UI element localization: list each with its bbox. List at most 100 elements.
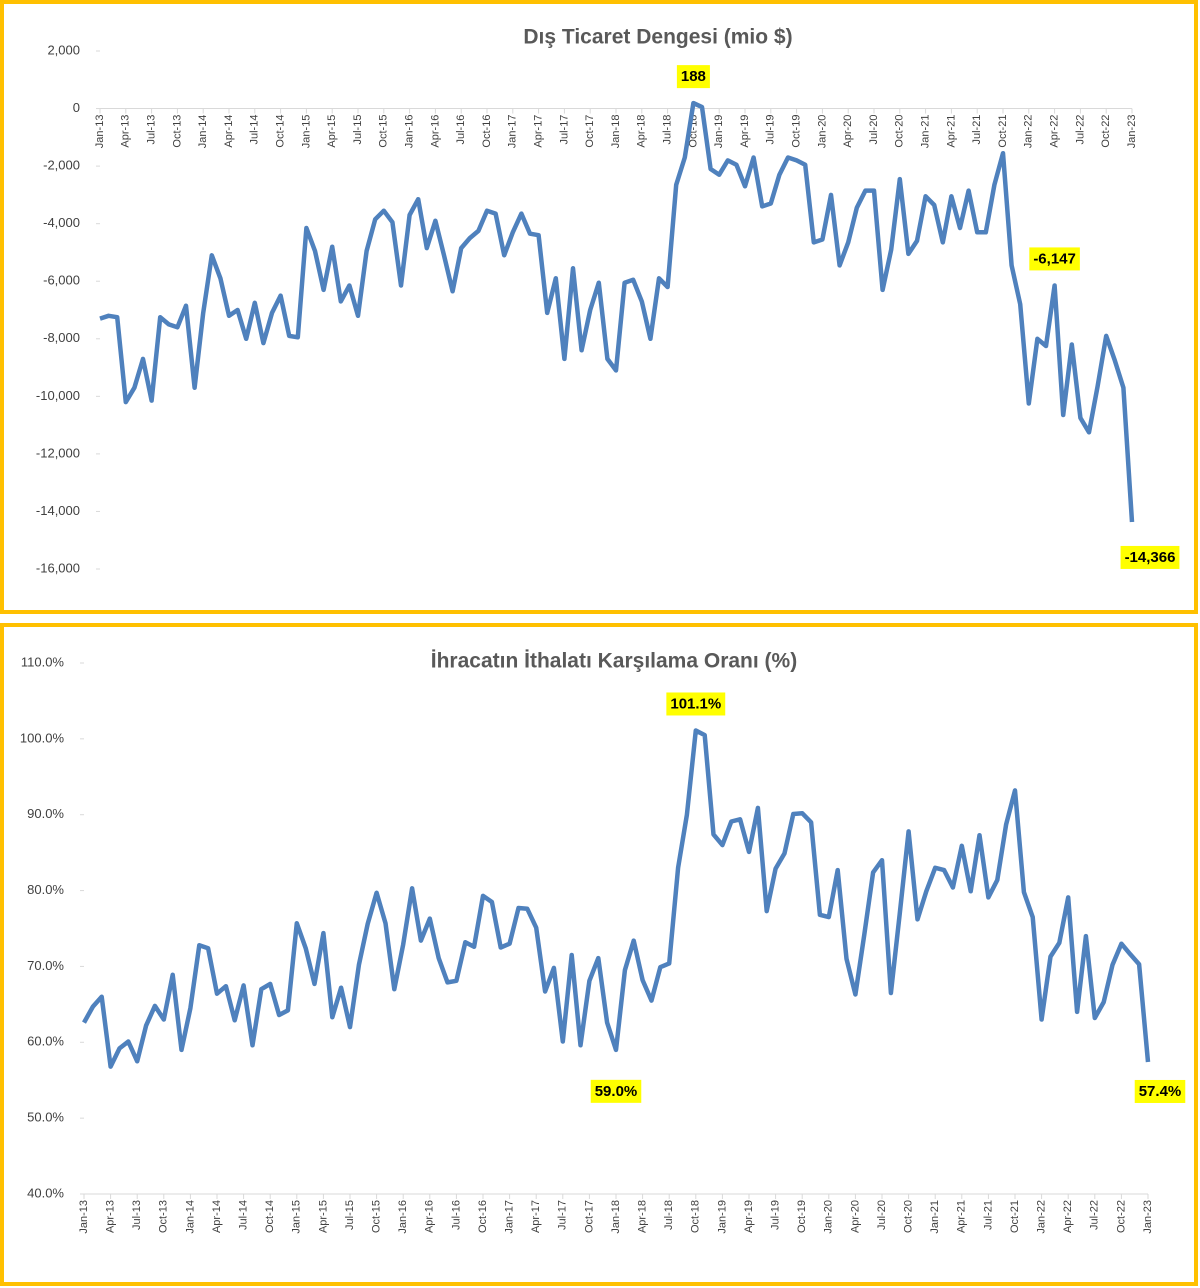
y-tick-label: 100.0%	[20, 730, 65, 745]
x-tick-label: Jan-22	[1023, 115, 1035, 149]
x-tick-label: Oct-16	[477, 1200, 489, 1233]
y-tick-label: 80.0%	[27, 882, 64, 897]
x-tick-label: Jul-14	[238, 1200, 250, 1230]
x-tick-label: Oct-14	[275, 115, 287, 148]
x-tick-label: Oct-21	[1009, 1200, 1021, 1233]
y-tick-label: -6,000	[43, 273, 80, 288]
y-tick-label: -14,000	[36, 503, 80, 518]
y-tick-label: 2,000	[47, 42, 80, 57]
y-tick-label: -4,000	[43, 215, 80, 230]
x-tick-label: Jan-15	[300, 115, 312, 149]
x-tick-label: Apr-13	[120, 115, 132, 148]
x-tick-label: Jul-16	[450, 1200, 462, 1230]
x-tick-label: Oct-13	[158, 1200, 170, 1233]
data-line	[82, 728, 1151, 1069]
x-tick-label: Jan-13	[78, 1200, 90, 1234]
x-tick-label: Jan-16	[404, 115, 416, 149]
value-label-box	[1120, 545, 1180, 569]
x-tick-label: Jan-18	[610, 1200, 622, 1234]
x-tick-label: Apr-17	[530, 1200, 542, 1233]
value-label: 57.4%	[1139, 1083, 1182, 1100]
x-tick-label: Jul-17	[557, 1200, 569, 1230]
value-label: -6,147	[1033, 250, 1076, 267]
x-tick-label: Jan-18	[610, 115, 622, 149]
x-tick-label: Jan-23	[1126, 115, 1138, 149]
x-tick-label: Apr-20	[849, 1200, 861, 1233]
x-tick-label: Apr-21	[945, 115, 957, 148]
value-label: 101.1%	[670, 695, 721, 712]
chart-title: İhracatın İthalatı Karşılama Oranı (%)	[431, 650, 797, 673]
x-tick-label: Jul-14	[249, 115, 261, 145]
x-tick-label: Jan-14	[197, 115, 209, 149]
x-tick-label: Apr-19	[739, 115, 751, 148]
x-tick-label: Jan-16	[397, 1200, 409, 1234]
y-tick-label: 50.0%	[27, 1110, 64, 1125]
value-label: 188	[681, 68, 706, 85]
y-tick-label: 0	[73, 100, 80, 115]
x-tick-label: Oct-20	[894, 115, 906, 148]
value-label-box	[1029, 247, 1080, 271]
x-tick-label: Oct-21	[997, 115, 1009, 148]
x-tick-label: Oct-18	[690, 1200, 702, 1233]
x-tick-label: Jan-19	[716, 1200, 728, 1234]
x-tick-label: Jul-22	[1089, 1200, 1101, 1230]
y-tick-label: 90.0%	[27, 806, 64, 821]
x-tick-label: Jan-15	[291, 1200, 303, 1234]
x-tick-label: Oct-20	[903, 1200, 915, 1233]
data-line	[99, 100, 1135, 523]
x-tick-label: Jul-13	[131, 1200, 143, 1230]
x-tick-label: Jan-21	[929, 1200, 941, 1234]
x-tick-label: Jul-19	[765, 115, 777, 145]
value-label-box	[676, 65, 710, 89]
x-tick-label: Apr-16	[429, 115, 441, 148]
x-tick-label: Oct-19	[791, 115, 803, 148]
y-tick-label: 40.0%	[27, 1185, 64, 1200]
x-tick-label: Apr-14	[223, 115, 235, 148]
x-tick-label: Jan-21	[920, 115, 932, 149]
x-tick-label: Jan-22	[1036, 1200, 1048, 1234]
y-tick-label: -10,000	[36, 388, 80, 403]
x-tick-label: Apr-21	[956, 1200, 968, 1233]
x-tick-label: Apr-18	[637, 1200, 649, 1233]
x-tick-label: Jan-19	[713, 115, 725, 149]
value-label-box	[590, 1079, 642, 1103]
x-tick-label: Apr-20	[842, 115, 854, 148]
x-tick-label: Jul-17	[558, 115, 570, 145]
x-tick-label: Oct-15	[378, 115, 390, 148]
y-tick-label: -8,000	[43, 330, 80, 345]
value-label-box	[1134, 1079, 1186, 1103]
x-tick-label: Jul-15	[352, 115, 364, 145]
x-tick-label: Apr-15	[317, 1200, 329, 1233]
x-tick-label: Jul-18	[663, 1200, 675, 1230]
panel-border	[0, 623, 1198, 1286]
y-tick-label: -2,000	[43, 158, 80, 173]
x-tick-label: Oct-16	[481, 115, 493, 148]
x-tick-label: Jul-15	[344, 1200, 356, 1230]
x-tick-label: Oct-13	[171, 115, 183, 148]
value-label-box	[666, 692, 726, 716]
x-tick-label: Jul-13	[146, 115, 158, 145]
x-tick-label: Apr-13	[105, 1200, 117, 1233]
x-tick-label: Oct-22	[1115, 1200, 1127, 1233]
x-tick-label: Oct-15	[371, 1200, 383, 1233]
y-tick-label: -12,000	[36, 445, 80, 460]
x-tick-label: Jul-21	[982, 1200, 994, 1230]
y-tick-label: -16,000	[36, 560, 80, 575]
x-tick-label: Oct-19	[796, 1200, 808, 1233]
y-tick-label: 70.0%	[27, 958, 64, 973]
x-tick-label: Jan-13	[94, 115, 106, 149]
x-tick-label: Apr-19	[743, 1200, 755, 1233]
chart-title: Dış Ticaret Dengesi (mio $)	[523, 26, 792, 49]
x-tick-label: Apr-16	[424, 1200, 436, 1233]
x-tick-label: Oct-14	[264, 1200, 276, 1233]
x-tick-label: Jul-20	[876, 1200, 888, 1230]
x-tick-label: Jan-20	[823, 1200, 835, 1234]
y-tick-label: 110.0%	[21, 654, 65, 669]
x-tick-label: Apr-14	[211, 1200, 223, 1233]
x-tick-label: Jul-20	[868, 115, 880, 145]
x-tick-label: Jul-16	[455, 115, 467, 145]
x-tick-label: Jan-20	[816, 115, 828, 149]
x-tick-label: Oct-22	[1100, 115, 1112, 148]
x-tick-label: Apr-17	[533, 115, 545, 148]
